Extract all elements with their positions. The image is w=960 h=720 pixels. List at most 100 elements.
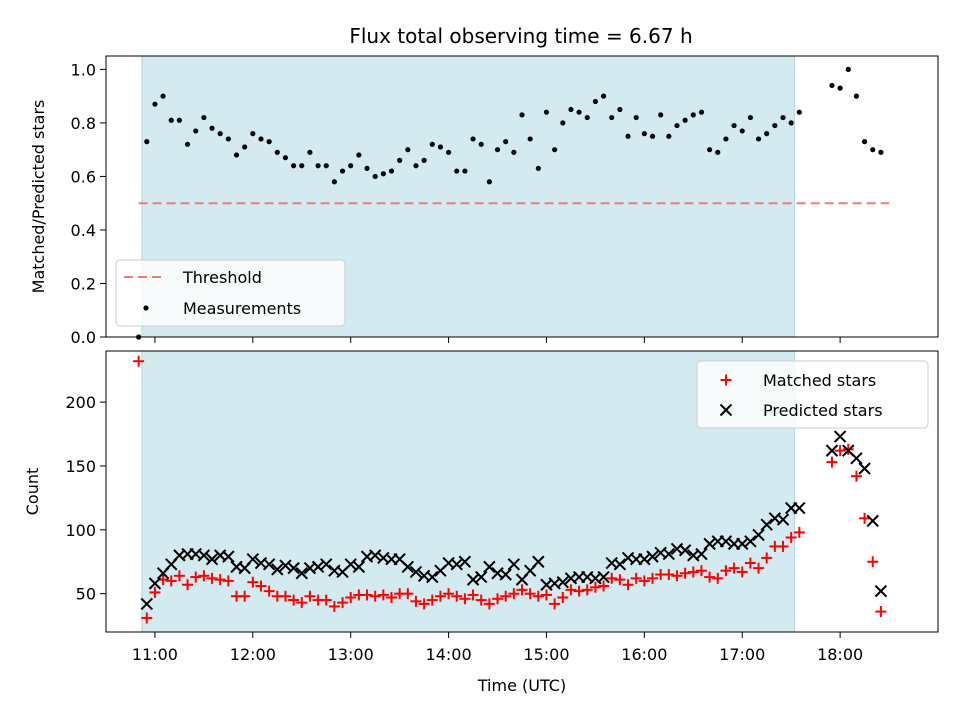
predicted-marker-stroke — [271, 563, 284, 576]
matched-star-marker — [361, 589, 373, 601]
matched-star-marker — [402, 588, 414, 600]
measurement-point — [193, 128, 199, 134]
legend-measurements-label: Measurements — [183, 299, 301, 318]
predicted-star-marker — [483, 560, 496, 574]
measurement-point — [845, 66, 851, 72]
predicted-marker-stroke — [287, 561, 300, 575]
predicted-marker-stroke — [532, 555, 545, 568]
predicted-marker-stroke — [401, 560, 415, 574]
measurement-point — [364, 165, 370, 171]
y-tick-label: 150 — [65, 457, 96, 476]
matched-star-marker — [720, 565, 732, 577]
predicted-marker-stroke — [426, 570, 439, 584]
predicted-marker-stroke — [866, 514, 879, 528]
predicted-star-marker — [466, 573, 480, 586]
measurement-point — [486, 179, 492, 185]
predicted-star-marker — [638, 552, 651, 566]
measurement-point — [527, 136, 533, 142]
matched-star-marker — [622, 579, 634, 591]
y-tick-label: 0.4 — [71, 221, 96, 240]
predicted-star-marker — [197, 549, 211, 562]
matched-star-marker — [606, 572, 618, 584]
predicted-marker-stroke — [589, 572, 602, 585]
predicted-marker-stroke — [458, 555, 472, 568]
predicted-star-marker — [295, 567, 308, 580]
measurement-point — [152, 101, 158, 107]
predicted-marker-stroke — [695, 547, 708, 561]
measurement-point — [861, 139, 868, 145]
predicted-marker-stroke — [222, 550, 235, 563]
matched-star-marker — [859, 512, 871, 524]
predicted-marker-stroke — [833, 430, 847, 443]
matched-star-marker — [565, 584, 577, 596]
measurement-point — [764, 131, 770, 137]
matched-star-marker — [467, 589, 479, 601]
predicted-stars-points — [140, 430, 888, 611]
y-tick-label: 0.0 — [71, 328, 96, 347]
matched-star-marker — [500, 590, 512, 602]
predicted-marker-stroke — [409, 565, 423, 579]
matched-star-marker — [573, 585, 585, 597]
matched-star-marker — [459, 593, 471, 605]
matched-star-marker — [687, 566, 699, 578]
measurement-point — [348, 163, 354, 169]
predicted-star-marker — [532, 555, 545, 568]
measurement-point — [723, 136, 729, 142]
measurement-point — [258, 136, 264, 142]
chart-title: Flux total observing time = 6.67 h — [349, 24, 692, 48]
predicted-star-marker — [719, 535, 733, 548]
matched-star-marker — [663, 569, 675, 581]
measurement-point — [698, 109, 705, 115]
bottom-x-ticks: 11:00 12:00 13:00 14:00 15:00 16:00 17:00 18:00 — [132, 632, 863, 664]
predicted-star-marker — [368, 549, 382, 562]
matched-star-marker — [647, 572, 659, 584]
matched-star-marker — [385, 592, 397, 604]
matched-star-marker — [695, 565, 707, 577]
y-tick-label: 0.2 — [71, 274, 96, 293]
matched-star-marker — [337, 597, 349, 609]
x-tick-label: 17:00 — [719, 645, 765, 664]
predicted-marker-stroke — [279, 559, 292, 572]
matched-star-marker — [247, 576, 259, 588]
predicted-star-marker — [833, 430, 847, 443]
matched-star-marker — [255, 580, 267, 592]
y-tick-label: 0.8 — [71, 114, 96, 133]
predicted-marker-stroke — [825, 444, 839, 457]
measurement-point — [788, 120, 794, 126]
predicted-marker-stroke — [262, 558, 276, 571]
matched-star-marker — [369, 590, 381, 602]
predicted-marker-stroke — [858, 462, 871, 475]
predicted-star-marker — [760, 518, 773, 531]
predicted-marker-stroke — [564, 572, 578, 585]
measurement-points — [136, 66, 884, 340]
measurement-point — [715, 149, 721, 155]
matched-star-marker — [418, 598, 430, 610]
matched-star-marker — [540, 589, 552, 601]
measurement-point — [242, 144, 248, 150]
measurement-point — [576, 109, 582, 115]
matched-star-marker — [296, 597, 308, 609]
predicted-marker-stroke — [197, 549, 211, 562]
measurement-point — [372, 173, 378, 180]
predicted-marker-stroke — [662, 547, 676, 561]
measurement-point — [217, 131, 223, 137]
measurement-point — [552, 147, 558, 153]
top-plot-frame — [105, 55, 939, 338]
measurement-point — [584, 114, 590, 121]
matched-star-marker — [288, 594, 300, 606]
matched-star-marker — [190, 571, 202, 583]
measurement-point — [617, 106, 623, 113]
matched-star-marker — [598, 580, 610, 592]
matched-star-marker — [141, 612, 153, 624]
measurement-point — [658, 112, 664, 118]
matched-star-marker — [875, 606, 887, 618]
matched-star-marker — [483, 598, 495, 610]
matched-star-marker — [589, 581, 601, 593]
measurement-point — [250, 131, 256, 137]
measurement-point — [560, 120, 566, 126]
measurement-point — [755, 136, 762, 142]
predicted-star-marker — [793, 501, 806, 515]
measurement-point — [356, 152, 362, 158]
measurement-point — [307, 149, 313, 155]
